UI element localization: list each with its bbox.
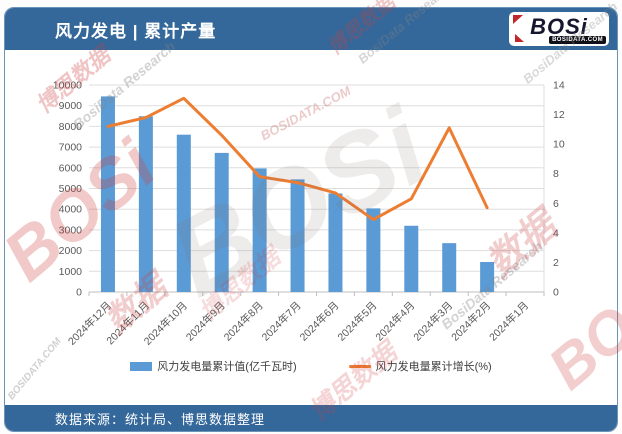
bar (252, 168, 267, 292)
left-axis-tick-label: 7000 (59, 142, 83, 154)
data-source-text: 数据来源：统计局、博思数据整理 (55, 411, 266, 427)
left-axis-tick-label: 9000 (59, 100, 83, 112)
x-axis-category-label: 2024年7月 (259, 299, 304, 344)
left-axis-tick-label: 8000 (59, 121, 83, 133)
bar (138, 116, 153, 292)
left-axis-tick-label: 0 (76, 287, 82, 299)
left-axis-tick-label: 6000 (59, 162, 83, 174)
bar (100, 96, 115, 292)
bar (328, 193, 343, 292)
bar (176, 134, 191, 292)
combo-chart: 0 1000 2000 3000 4000 5000 6000 7000 8000 9000 100… (5, 50, 617, 403)
left-axis-tick-label: 5000 (59, 183, 83, 195)
right-axis-tick-label: 4 (553, 227, 559, 239)
report-card: 风力发电 | 累计产量 BOSi BOSIDATA.COM 0 1000 2000 3… (4, 7, 618, 432)
left-axis-tick-label: 3000 (59, 224, 83, 236)
header-bar: 风力发电 | 累计产量 BOSi BOSIDATA.COM (5, 8, 617, 50)
logo-domain: BOSIDATA.COM (549, 36, 606, 44)
left-axis-tick-label: 2000 (59, 245, 83, 257)
line-series-label: 风力发电量累计增长(%) (375, 361, 492, 373)
x-axis-category-label: 2024年6月 (297, 299, 342, 344)
logo-triangle-bottom-icon (515, 34, 524, 42)
bar (214, 152, 229, 292)
bar (366, 208, 381, 292)
line-series-swatch (348, 364, 371, 368)
footer-bar: 数据来源：统计局、博思数据整理 (5, 405, 617, 431)
bar-series-label: 风力发电量累计值(亿千瓦时) (157, 361, 297, 373)
chart-canvas: 0100020003000400050006000700080009000100… (53, 80, 565, 348)
x-axis-category-label: 2024年4月 (373, 299, 418, 344)
bar (404, 225, 419, 292)
right-axis-tick-label: 12 (553, 109, 565, 121)
bosi-logo: BOSi BOSIDATA.COM (509, 12, 609, 46)
bar-series-swatch (130, 361, 153, 371)
x-axis-category-label: 2024年5月 (335, 299, 380, 344)
legend-item-line: 风力发电量累计增长(%) (348, 358, 492, 374)
x-axis-category-label: 2024年9月 (183, 299, 228, 344)
right-axis-tick-label: 14 (553, 80, 565, 92)
chart-legend: 风力发电量累计值(亿千瓦时) 风力发电量累计增长(%) (5, 358, 617, 374)
right-axis-tick-label: 2 (553, 257, 559, 269)
left-axis-tick-label: 10000 (53, 80, 82, 92)
left-axis-tick-label: 4000 (59, 204, 83, 216)
right-axis-tick-label: 10 (553, 139, 565, 151)
legend-item-bar: 风力发电量累计值(亿千瓦时) (130, 358, 297, 374)
growth-line (106, 96, 489, 222)
bar (480, 261, 495, 292)
x-axis-category-label: 2024年2月 (449, 299, 494, 344)
left-axis-tick-label: 1000 (59, 266, 83, 278)
x-axis-category-label: 2024年8月 (221, 299, 266, 344)
right-axis-tick-label: 8 (553, 168, 559, 180)
logo-triangle-top-icon (513, 15, 523, 24)
bar (290, 179, 305, 292)
logo-wordmark: BOSi (530, 14, 588, 39)
bar (442, 243, 457, 292)
right-axis-tick-label: 0 (553, 287, 559, 299)
page-title: 风力发电 | 累计产量 (55, 21, 217, 41)
x-axis-category-label: 2024年3月 (411, 299, 456, 344)
right-axis-tick-label: 6 (553, 198, 559, 210)
x-axis-category-label: 2024年1月 (486, 299, 531, 344)
